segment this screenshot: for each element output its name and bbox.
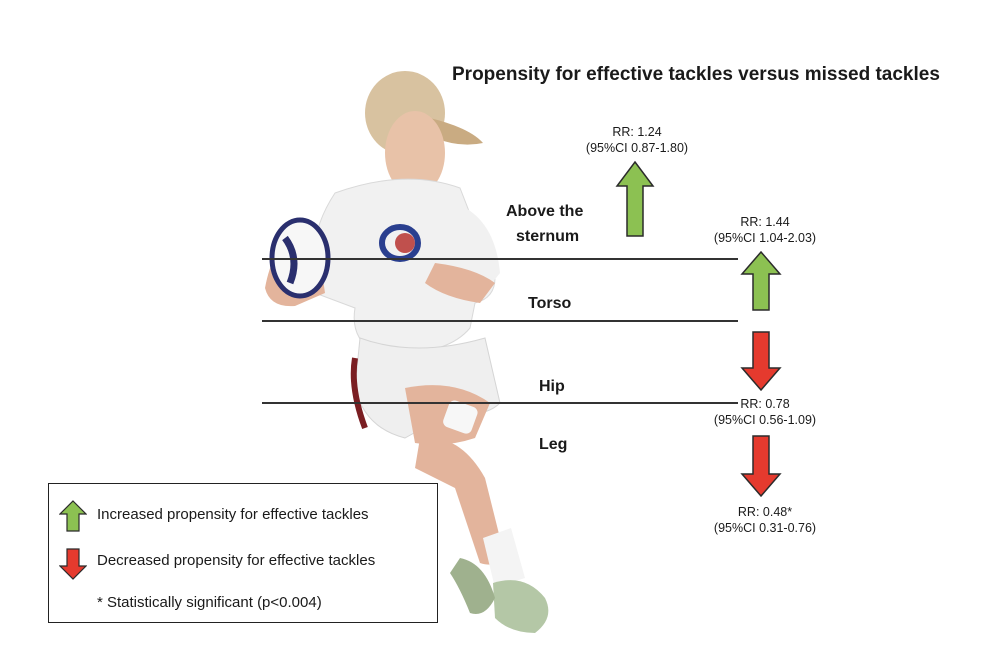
up-arrow-icon xyxy=(740,250,782,311)
ci-value: (95%CI 0.31-0.76) xyxy=(713,521,817,535)
ci-value: (95%CI 1.04-2.03) xyxy=(713,231,817,245)
legend: Increased propensity for effective tackl… xyxy=(48,483,438,623)
estimate-leg: RR: 0.48* (95%CI 0.31-0.76) xyxy=(690,504,840,536)
legend-significance-note: * Statistically significant (p<0.004) xyxy=(97,594,322,611)
torso-line xyxy=(262,320,738,322)
legend-decrease-label: Decreased propensity for effective tackl… xyxy=(97,552,376,569)
hip-line xyxy=(262,402,738,404)
ci-value: (95%CI 0.56-1.09) xyxy=(713,413,817,427)
zone-label-above-sternum-line1: Above the xyxy=(506,203,584,220)
down-arrow-icon xyxy=(740,331,782,392)
rr-value: RR: 1.24 xyxy=(612,125,662,139)
zone-label-leg: Leg xyxy=(539,436,568,453)
zone-label-above-sternum-line2: sternum xyxy=(516,228,580,245)
rr-value: RR: 1.44 xyxy=(740,215,790,229)
rr-value: RR: 0.78 xyxy=(740,397,790,411)
estimate-hip: RR: 0.78 (95%CI 0.56-1.09) xyxy=(690,396,840,428)
zone-label-hip: Hip xyxy=(539,378,565,395)
estimate-above-sternum: RR: 1.24 (95%CI 0.87-1.80) xyxy=(562,124,712,156)
figure-title: Propensity for effective tackles versus … xyxy=(452,64,940,85)
rr-value: RR: 0.48* xyxy=(737,505,793,519)
ci-value: (95%CI 0.87-1.80) xyxy=(585,141,689,155)
zone-label-torso: Torso xyxy=(528,295,572,312)
up-arrow-icon xyxy=(59,500,87,532)
down-arrow-icon xyxy=(740,435,782,498)
up-arrow-icon xyxy=(615,160,655,237)
down-arrow-icon xyxy=(59,548,87,580)
rugby-player-illustration xyxy=(265,71,549,633)
sternum-line xyxy=(262,258,738,260)
estimate-torso: RR: 1.44 (95%CI 1.04-2.03) xyxy=(690,214,840,246)
legend-increase-label: Increased propensity for effective tackl… xyxy=(97,506,369,523)
